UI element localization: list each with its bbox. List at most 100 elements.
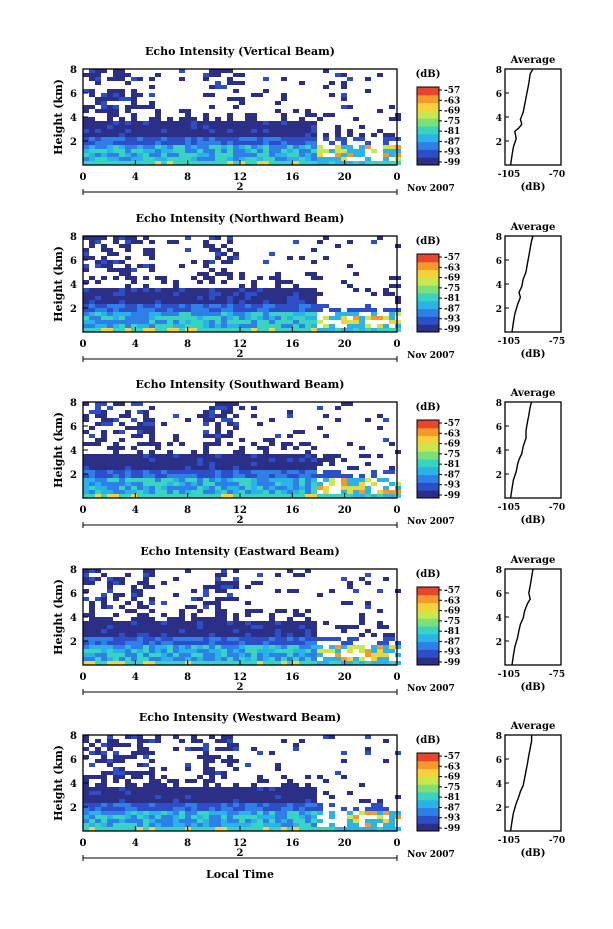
heatmap-cell	[185, 791, 191, 795]
heatmap-cell	[131, 454, 137, 458]
heatmap-cell	[89, 486, 95, 490]
heatmap-cell	[281, 133, 287, 137]
heatmap-cell	[143, 454, 149, 458]
heatmap-cell	[341, 402, 347, 406]
heatmap-cell	[89, 795, 95, 799]
heatmap-cell	[389, 490, 395, 494]
heatmap-cell	[143, 414, 149, 418]
heatmap-cell	[377, 109, 383, 113]
heatmap-cell	[215, 438, 221, 442]
heatmap-cell	[113, 637, 119, 641]
heatmap-cell	[113, 316, 119, 320]
heatmap-cell	[329, 149, 335, 153]
heatmap-cell	[383, 418, 389, 422]
heatmap-cell	[161, 320, 167, 324]
heatmap-cell	[227, 113, 233, 117]
colorbar-segment	[417, 300, 439, 310]
heatmap-cell	[287, 300, 293, 304]
heatmap-cell	[197, 121, 203, 125]
heatmap-cell	[137, 474, 143, 478]
heatmap-cell	[149, 478, 155, 482]
heatmap-cell	[275, 109, 281, 113]
heatmap-cell	[347, 320, 353, 324]
heatmap-cell	[335, 125, 341, 129]
heatmap-cell	[221, 312, 227, 316]
heatmap-cell	[383, 490, 389, 494]
heatmap-cell	[299, 645, 305, 649]
heatmap-cell	[83, 735, 89, 739]
heatmap-cell	[209, 629, 215, 633]
heatmap-cell	[143, 581, 149, 585]
heatmap-cell	[131, 585, 137, 589]
heatmap-cell	[263, 300, 269, 304]
heatmap-cell	[83, 657, 89, 661]
heatmap-cell	[389, 466, 395, 470]
heatmap-cell	[107, 264, 113, 268]
heatmap-cell	[119, 759, 125, 763]
heatmap-cell	[131, 324, 137, 328]
y-tick-label: 8	[70, 731, 77, 742]
heatmap-cell	[275, 486, 281, 490]
heatmap-cell	[215, 771, 221, 775]
heatmap-cell	[131, 775, 137, 779]
heatmap-cell	[389, 637, 395, 641]
heatmap-cell	[161, 661, 167, 665]
heatmap-cell	[197, 462, 203, 466]
heatmap-cell	[95, 645, 101, 649]
heatmap-cell	[101, 478, 107, 482]
heatmap-cell	[83, 161, 89, 165]
heatmap-cell	[113, 767, 119, 771]
heatmap-cell	[95, 312, 101, 316]
heatmap-cell	[185, 316, 191, 320]
heatmap-cell	[155, 161, 161, 165]
heatmap-cell	[149, 609, 155, 613]
x-tick-label: 0	[80, 838, 87, 849]
heatmap-cell	[107, 633, 113, 637]
heatmap-cell	[95, 637, 101, 641]
heatmap-cell	[89, 89, 95, 93]
heatmap-cell	[323, 779, 329, 783]
colorbar-segment	[417, 451, 439, 460]
heatmap-cell	[197, 145, 203, 149]
heatmap-cell	[383, 759, 389, 763]
heatmap-cell	[287, 280, 293, 284]
heatmap-cell	[203, 125, 209, 129]
heatmap-cell	[233, 577, 239, 581]
heatmap-cell	[155, 129, 161, 133]
heatmap-cell	[137, 157, 143, 161]
heatmap-cell	[323, 454, 329, 458]
profile-x-tick-label: -70	[549, 836, 565, 846]
heatmap-cell	[113, 486, 119, 490]
colorbar-segment	[417, 126, 439, 135]
heatmap-cell	[227, 304, 233, 308]
heatmap-cell	[149, 145, 155, 149]
heatmap-cell	[95, 125, 101, 129]
heatmap-cell	[293, 613, 299, 617]
heatmap-cell	[269, 153, 275, 157]
heatmap-cell	[251, 93, 257, 97]
heatmap-cell	[107, 418, 113, 422]
heatmap-cell	[107, 406, 113, 410]
heatmap-cell	[89, 324, 95, 328]
heatmap-cell	[197, 478, 203, 482]
heatmap-cell	[137, 324, 143, 328]
heatmap-cell	[347, 153, 353, 157]
heatmap-cell	[149, 153, 155, 157]
heatmap-cell	[95, 402, 101, 406]
heatmap-cell	[305, 645, 311, 649]
heatmap-cell	[95, 462, 101, 466]
heatmap-cell	[263, 450, 269, 454]
heatmap-cell	[191, 629, 197, 633]
heatmap-cell	[263, 312, 269, 316]
heatmap-cell	[221, 771, 227, 775]
heatmap-cell	[305, 288, 311, 292]
heatmap-cell	[191, 304, 197, 308]
heatmap-cell	[95, 161, 101, 165]
heatmap-cell	[101, 149, 107, 153]
heatmap-cell	[101, 141, 107, 145]
heatmap-cell	[353, 320, 359, 324]
heatmap-cell	[257, 815, 263, 819]
heatmap	[83, 735, 401, 831]
heatmap-cell	[113, 771, 119, 775]
heatmap-cell	[239, 145, 245, 149]
